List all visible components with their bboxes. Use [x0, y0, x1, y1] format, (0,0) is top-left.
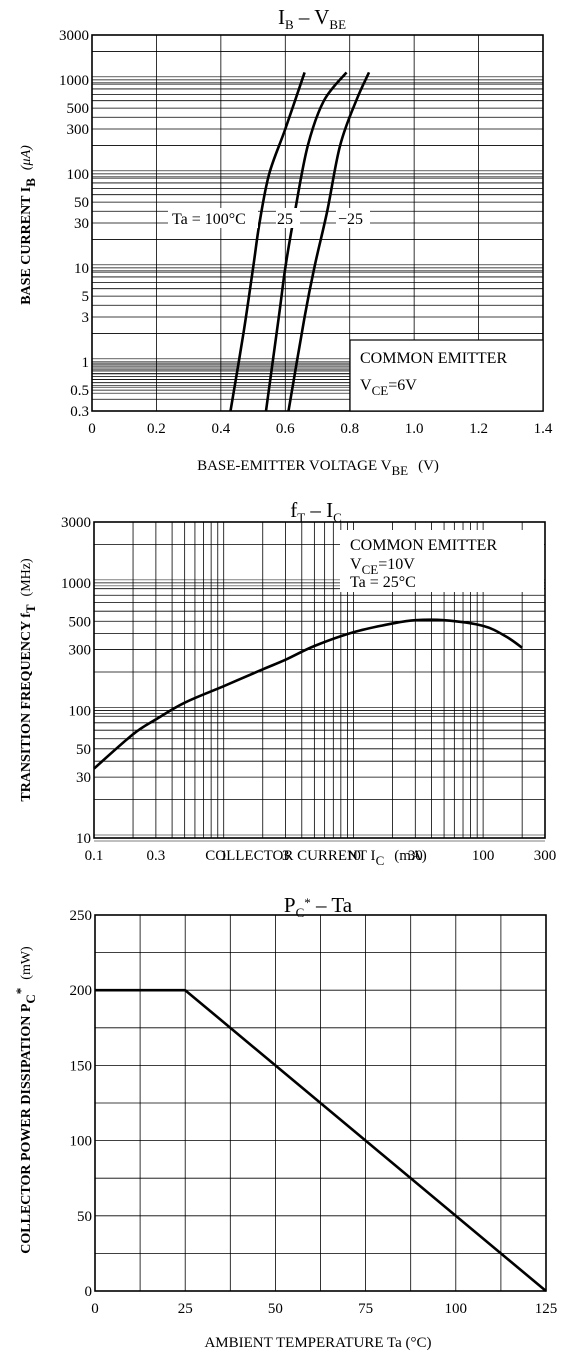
- y-tick-label: 50: [76, 742, 91, 758]
- series-line: [287, 71, 371, 412]
- chart1-frame: [91, 34, 544, 412]
- y-tick-label: 3000: [61, 515, 91, 531]
- chart2-title: fT – IC: [290, 498, 342, 525]
- y-tick-label: 3: [82, 310, 90, 326]
- y-tick-label: 10: [74, 261, 89, 277]
- x-tick-label: 0: [91, 1301, 99, 1317]
- chart2-annotation-vce: VCE=10V: [350, 556, 415, 577]
- y-tick-label: 500: [69, 614, 92, 630]
- y-tick-label: 0.3: [70, 404, 89, 420]
- chart2-y-tick-labels: 3000 1000 500 300 100 50 30 10: [61, 515, 91, 847]
- y-tick-label: 500: [67, 101, 90, 117]
- y-tick-label: 300: [69, 643, 92, 659]
- y-tick-label: 50: [74, 195, 89, 211]
- chart3-y-tick-labels: 250 200 150 100 50 0: [70, 908, 93, 1300]
- series-line: [95, 988, 547, 1292]
- x-tick-label: 0.1: [85, 848, 104, 864]
- y-tick-label: 10: [76, 831, 91, 847]
- chart3-curves: [95, 988, 547, 1292]
- chart1-annotation-box: [349, 339, 544, 412]
- chart2-annotation-common-emitter: COMMON EMITTER: [350, 537, 497, 554]
- x-tick-label: 1.4: [534, 421, 553, 437]
- chart1-annotation-vce: VCE=6V: [360, 377, 417, 398]
- x-tick-label: 1.0: [405, 421, 424, 437]
- series-label-bg-25: [276, 208, 300, 228]
- chart3-x-tick-labels: 0 25 50 75 100 125: [91, 1301, 557, 1317]
- y-tick-label: 30: [74, 216, 89, 232]
- chart1-y-tick-labels: 3000 1000 500 300 100 50 30 10 5 3 1 0.5 0.3: [59, 28, 89, 420]
- chart2-frame: [93, 521, 546, 839]
- x-tick-label: 300: [534, 848, 557, 864]
- chart-ft-ic: fT – IC 3000 1000 500 300 100 50 30 10 0.1 0.3 1 3…: [19, 498, 556, 868]
- y-tick-label: 50: [77, 1209, 92, 1225]
- y-tick-label: 1: [82, 355, 90, 371]
- y-tick-label: 0.5: [70, 383, 89, 399]
- x-tick-label: 1: [220, 848, 228, 864]
- y-tick-label: 100: [69, 703, 92, 719]
- chart-ib-vbe: IB – VBE 3000 1000 500 300 100 50 30 10 5 3 1 0.5 0.…: [19, 5, 553, 478]
- chart3-frame: [94, 914, 547, 1292]
- y-tick-label: 100: [70, 1134, 93, 1150]
- chart2-curves: [93, 618, 523, 770]
- x-tick-label: 100: [472, 848, 495, 864]
- chart3-x-axis-label: AMBIENT TEMPERATURE Ta (°C): [204, 1335, 431, 1351]
- chart2-y-axis-label: TRANSITION FREQUENCY fT(MHz): [19, 558, 38, 802]
- y-tick-label: 1000: [61, 576, 91, 592]
- chart3-y-axis-label: COLLECTOR POWER DISSIPATION PC*(mW): [13, 946, 38, 1254]
- x-tick-label: 0.4: [211, 421, 230, 437]
- x-tick-label: 0.3: [147, 848, 166, 864]
- y-tick-label: 150: [70, 1058, 93, 1074]
- chart-pc-ta: PC* – Ta 250 200 150 100 50 0 0 25 50 75 100 125 A…: [13, 893, 557, 1351]
- chart1-x-tick-labels: 0 0.2 0.4 0.6 0.8 1.0 1.2 1.4: [88, 421, 553, 437]
- series-label-25: 25: [277, 211, 293, 228]
- chart3-title: PC* – Ta: [284, 893, 353, 920]
- x-tick-label: 0.2: [147, 421, 166, 437]
- chart1-curves: [229, 71, 371, 412]
- x-tick-label: 0.8: [340, 421, 359, 437]
- y-tick-label: 1000: [59, 73, 89, 89]
- x-tick-label: 25: [178, 1301, 193, 1317]
- chart2-grid: [93, 521, 546, 842]
- series-label-bg-m25: [336, 208, 370, 228]
- series-line: [93, 618, 523, 770]
- x-tick-label: 50: [268, 1301, 283, 1317]
- y-tick-label: 100: [67, 167, 90, 183]
- chart1-x-axis-label: BASE-EMITTER VOLTAGE VBE (V): [197, 458, 439, 478]
- y-tick-label: 300: [67, 122, 90, 138]
- x-tick-label: 30: [408, 848, 423, 864]
- chart1-title: IB – VBE: [278, 5, 346, 32]
- x-tick-label: 75: [358, 1301, 373, 1317]
- chart2-annotation-box: [340, 530, 544, 592]
- chart1-y-axis-label: BASE CURRENT IB(μA): [19, 145, 38, 305]
- x-tick-label: 10: [346, 848, 361, 864]
- y-tick-label: 30: [76, 770, 91, 786]
- chart1-annotation-common-emitter: COMMON EMITTER: [360, 350, 507, 367]
- chart2-x-axis-label: COLLECTOR CURRENT IC (mA): [205, 848, 426, 868]
- y-tick-label: 250: [70, 908, 93, 924]
- series-line: [264, 71, 348, 412]
- series-label-ta100: Ta = 100°C: [172, 211, 246, 228]
- series-label-minus25: −25: [338, 211, 363, 228]
- y-tick-label: 5: [82, 289, 90, 305]
- chart2-annotation-ta: Ta = 25°C: [350, 574, 416, 591]
- y-tick-label: 200: [70, 983, 93, 999]
- x-tick-label: 1.2: [469, 421, 488, 437]
- series-label-bg-100: [168, 208, 258, 228]
- x-tick-label: 100: [445, 1301, 468, 1317]
- x-tick-label: 125: [535, 1301, 558, 1317]
- x-tick-label: 0.6: [276, 421, 295, 437]
- x-tick-label: 3: [282, 848, 290, 864]
- chart2-x-tick-labels: 0.1 0.3 1 3 10 30 100 300: [85, 848, 557, 864]
- y-tick-label: 3000: [59, 28, 89, 44]
- x-tick-label: 0: [88, 421, 96, 437]
- y-tick-label: 0: [85, 1284, 93, 1300]
- series-line: [229, 71, 306, 412]
